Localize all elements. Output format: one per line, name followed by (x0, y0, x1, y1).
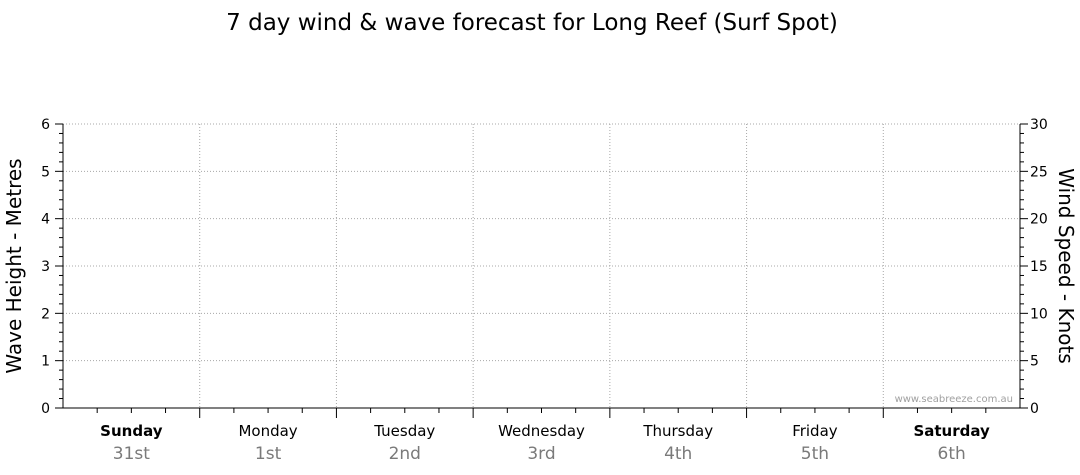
day-label: Wednesday (498, 422, 585, 440)
date-label: 6th (938, 444, 966, 464)
y-left-tick-label: 3 (41, 259, 50, 275)
day-label: Tuesday (373, 422, 435, 440)
y-left-tick-label: 5 (41, 164, 50, 180)
y-left-tick-label: 1 (41, 354, 50, 370)
y-right-tick-label: 30 (1030, 117, 1048, 133)
y-left-tick-label: 0 (41, 401, 50, 417)
day-label: Saturday (913, 422, 990, 440)
y-right-tick-label: 10 (1030, 306, 1048, 322)
day-label: Thursday (642, 422, 713, 440)
y-right-tick-label: 5 (1030, 354, 1039, 370)
y-right-tick-label: 20 (1030, 212, 1048, 228)
date-label: 5th (801, 444, 829, 464)
axes (62, 124, 1021, 418)
watermark: www.seabreeze.com.au (895, 394, 1013, 405)
day-label: Sunday (100, 422, 163, 440)
date-label: 1st (255, 444, 282, 464)
y-axis-left-title: Wave Height - Metres (2, 158, 26, 373)
y-axis-left-ticks: 0 1 2 3 4 5 6 (41, 117, 63, 417)
date-label: 31st (113, 444, 150, 464)
chart-title: 7 day wind & wave forecast for Long Reef… (226, 10, 838, 36)
y-right-tick-label: 25 (1030, 164, 1048, 180)
date-label: 2nd (389, 444, 421, 464)
y-left-tick-label: 6 (41, 117, 50, 133)
y-left-tick-label: 2 (41, 306, 50, 322)
day-label: Monday (238, 422, 297, 440)
day-labels: Sunday 31st Monday 1st Tuesday 2nd Wednesday 3r… (100, 422, 990, 464)
gridlines (63, 123, 1020, 408)
y-axis-right-title: Wind Speed - Knots (1054, 168, 1078, 364)
day-label: Friday (792, 422, 838, 440)
y-left-tick-label: 4 (41, 212, 50, 228)
y-axis-right-ticks: 0 5 10 15 20 25 30 (1020, 117, 1048, 417)
date-label: 3rd (527, 444, 555, 464)
date-label: 4th (664, 444, 692, 464)
y-right-tick-label: 0 (1030, 401, 1039, 417)
y-right-tick-label: 15 (1030, 259, 1048, 275)
